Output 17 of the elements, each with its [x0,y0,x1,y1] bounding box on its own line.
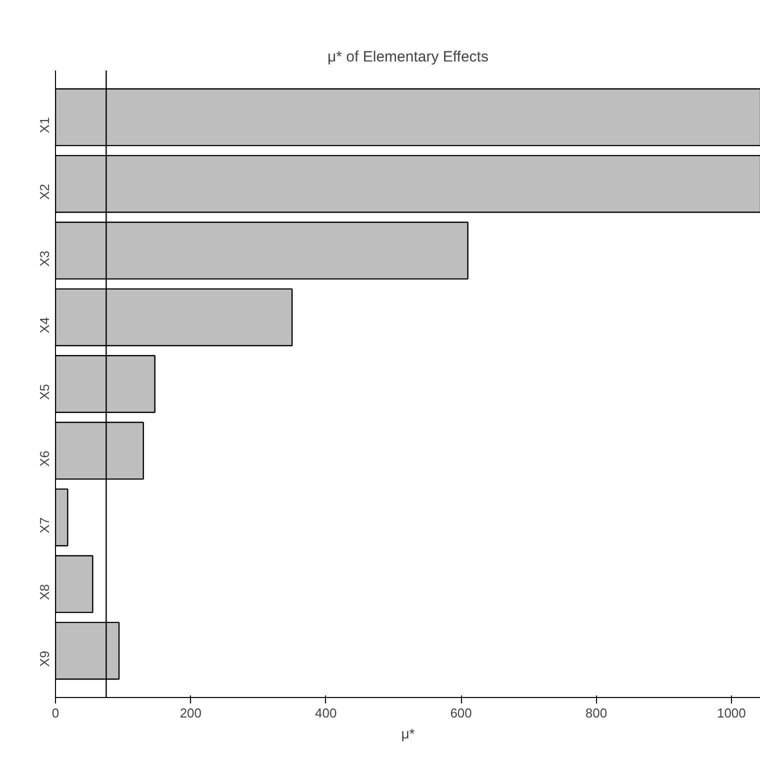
y-tick-label: X1 [37,117,52,134]
x-tick-label: 200 [180,706,202,720]
y-tick-label: X7 [37,517,52,534]
x-axis-title: μ* [401,726,416,742]
y-tick-label: X4 [37,317,52,334]
y-tick-label: X9 [37,650,52,667]
chart-title: μ* of Elementary Effects [328,48,488,66]
y-tick-label: X2 [37,184,52,200]
x-tick-label: 0 [52,706,60,720]
x-tick-label: 800 [585,706,608,720]
y-tick-label: X8 [37,584,52,600]
y-tick-label: X6 [37,450,52,467]
y-tick-label: X3 [37,250,52,266]
y-tick-label: X5 [37,384,52,400]
x-tick-label: 400 [315,706,337,720]
x-tick-label: 1000 [716,706,746,720]
x-tick-label: 600 [450,706,472,720]
